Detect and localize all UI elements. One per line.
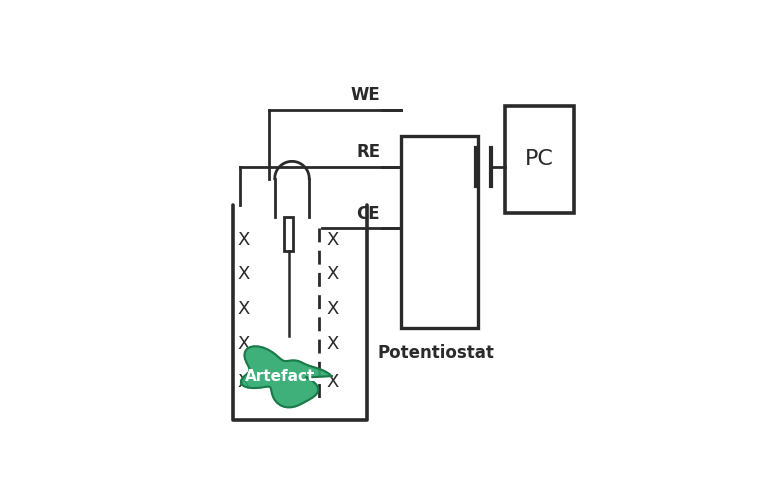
Text: X: X — [238, 300, 251, 318]
Text: X: X — [326, 373, 338, 391]
Text: X: X — [238, 373, 251, 391]
Text: X: X — [326, 335, 338, 353]
Text: PC: PC — [525, 149, 554, 169]
Text: WE: WE — [351, 86, 381, 104]
Text: X: X — [326, 300, 338, 318]
Bar — [402, 136, 478, 328]
Text: Potentiostat: Potentiostat — [377, 344, 494, 362]
Text: X: X — [238, 231, 251, 249]
Text: X: X — [238, 335, 251, 353]
Text: X: X — [326, 265, 338, 283]
Bar — [284, 217, 293, 251]
Text: X: X — [238, 265, 251, 283]
Bar — [505, 106, 574, 213]
Polygon shape — [241, 346, 331, 407]
Text: RE: RE — [356, 143, 381, 161]
Text: CE: CE — [356, 205, 381, 223]
Text: Artefact: Artefact — [245, 369, 316, 383]
Text: X: X — [326, 231, 338, 249]
